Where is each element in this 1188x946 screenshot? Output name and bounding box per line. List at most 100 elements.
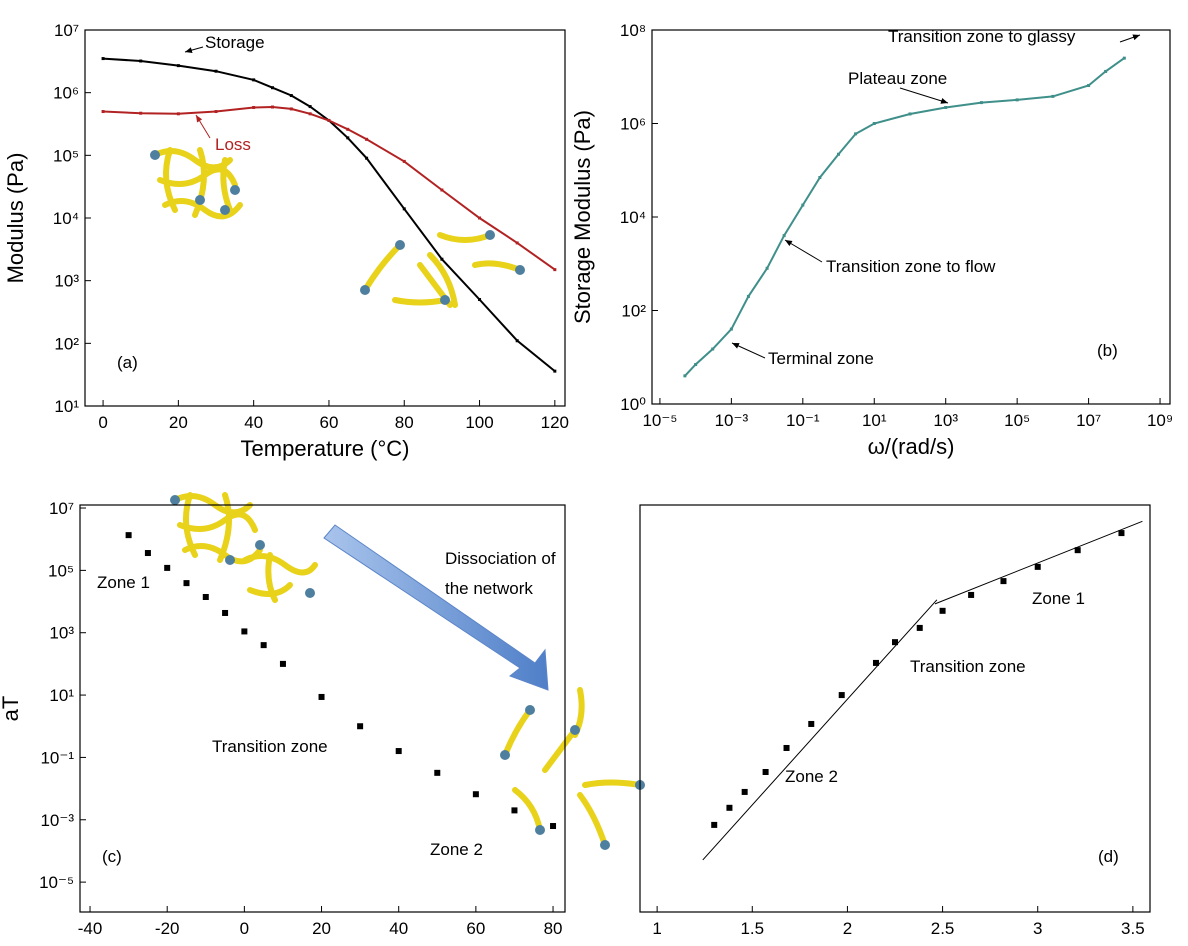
- x-tick-label: 10⁷: [1076, 411, 1101, 430]
- y-tick-label: 10⁶: [620, 115, 646, 134]
- data-point: [944, 105, 948, 109]
- data-point: [782, 234, 786, 238]
- data-point: [968, 591, 975, 598]
- data-point: [1074, 547, 1081, 554]
- data-point: [783, 744, 790, 751]
- data-point: [308, 112, 312, 116]
- y-tick-label: 10⁻⁵: [39, 873, 74, 892]
- annotation: Zone 2: [430, 840, 483, 859]
- data-point: [308, 105, 312, 109]
- data-point: [916, 624, 923, 631]
- annotation: Terminal zone: [768, 349, 874, 368]
- x-tick-label: 3.5: [1121, 919, 1145, 938]
- x-tick-label: 10⁻³: [715, 411, 749, 430]
- y-tick-label: 10¹: [54, 397, 79, 416]
- data-point: [478, 298, 482, 302]
- data-point: [765, 266, 769, 270]
- y-tick-label: 10⁸: [620, 21, 646, 40]
- x-axis-label: Tg/(T-0.77Tg): [828, 942, 962, 946]
- x-tick-label: 1.5: [740, 919, 764, 938]
- annotation: Loss: [215, 135, 251, 154]
- data-point: [872, 122, 876, 125]
- data-point: [801, 203, 805, 207]
- y-axis-label: Storage Modulus (Pa): [570, 110, 595, 324]
- data-point: [1034, 563, 1041, 570]
- data-point: [164, 564, 171, 571]
- data-point: [252, 105, 256, 109]
- x-tick-label: 40: [244, 413, 263, 432]
- data-point: [101, 57, 105, 61]
- data-point: [741, 788, 748, 795]
- x-tick-label: 1: [652, 919, 661, 938]
- y-tick-label: 10⁴: [620, 208, 646, 227]
- data-point: [854, 132, 858, 136]
- data-point: [472, 791, 479, 798]
- annotation: Plateau zone: [848, 69, 947, 88]
- data-point: [838, 692, 845, 699]
- y-axis-label: Modulus (Pa): [3, 153, 28, 284]
- data-point: [762, 768, 769, 775]
- panel: 10⁻⁵ 10⁻³ 10⁻¹ 10¹ 10³ 10⁵ 10⁷ 10⁹ 10⁰ 10² 10⁴ 10⁶ 1…: [570, 21, 1173, 459]
- x-tick-label: -20: [155, 919, 180, 938]
- x-axis-label: ω/(rad/s): [868, 434, 955, 459]
- y-tick-label: 10⁶: [53, 84, 79, 103]
- annotation: Transition zone: [212, 737, 328, 756]
- data-point: [979, 101, 983, 105]
- data-point: [289, 107, 293, 111]
- data-point: [176, 64, 180, 68]
- data-point: [726, 804, 733, 811]
- data-point: [729, 327, 733, 331]
- x-tick-label: -40: [78, 919, 103, 938]
- annotation: (b): [1097, 341, 1118, 360]
- annotation-arrows: [184, 34, 1141, 359]
- y-tick-label: 10²: [621, 302, 646, 321]
- data-point: [270, 105, 274, 109]
- data-point: [1087, 83, 1091, 87]
- y-tick-label: 10⁵: [48, 561, 74, 580]
- x-tick-label: 10⁻⁵: [642, 411, 677, 430]
- data-point: [357, 723, 364, 730]
- x-tick-label: 10¹: [862, 411, 887, 430]
- x-tick-label: 10³: [933, 411, 958, 430]
- data-point: [1104, 69, 1108, 73]
- x-tick-label: 2: [843, 919, 852, 938]
- x-tick-label: 0: [98, 413, 107, 432]
- x-tick-label: 80: [544, 919, 563, 938]
- data-point: [144, 550, 151, 557]
- plot-frame: [639, 504, 1151, 913]
- annotation: Transition zone: [910, 657, 1026, 676]
- data-point: [1051, 94, 1055, 98]
- panel: 0 20 40 60 80 100 120 10¹ 10² 10³ 10⁴ 10⁵ 10⁶ 10⁷ Temp…: [3, 21, 569, 461]
- data-point: [746, 294, 750, 298]
- data-point: [252, 78, 256, 82]
- x-tick-label: 120: [541, 413, 569, 432]
- y-tick-label: 10⁵: [53, 146, 79, 165]
- x-tick-label: 3: [1033, 919, 1042, 938]
- annotation: (c): [102, 847, 122, 866]
- x-tick-label: 20: [169, 413, 188, 432]
- annotation: Transition zone to flow: [826, 257, 996, 276]
- annotation: Zone 2: [785, 767, 838, 786]
- y-tick-label: 10¹: [49, 686, 74, 705]
- data-point: [515, 241, 519, 245]
- annotation: Dissociation of: [445, 549, 556, 568]
- panel: -40 -20 0 20 40 60 80 10⁻⁵ 10⁻³ 10⁻¹ 10¹ 10³ 10⁵ 10⁷ T…: [0, 499, 566, 946]
- data-point: [260, 642, 267, 649]
- data-line: [684, 57, 1125, 377]
- x-tick-label: 10⁵: [1004, 411, 1030, 430]
- data-point: [837, 152, 841, 156]
- data-point: [711, 347, 715, 351]
- y-tick-label: 10⁰: [620, 395, 646, 414]
- data-point: [1122, 56, 1126, 60]
- y-tick-label: 10⁷: [49, 499, 74, 518]
- annotation: Zone 1: [1032, 589, 1085, 608]
- panel: 1 1.5 2 2.5 3 3.5 Tg/(T-0.77Tg) Zone 1 Transitio…: [639, 504, 1151, 946]
- annotation: Storage: [205, 33, 265, 52]
- data-point: [327, 118, 331, 122]
- data-point: [289, 94, 293, 98]
- data-point: [346, 127, 350, 131]
- data-point: [279, 660, 286, 667]
- data-point: [694, 362, 698, 366]
- data-point: [101, 110, 105, 114]
